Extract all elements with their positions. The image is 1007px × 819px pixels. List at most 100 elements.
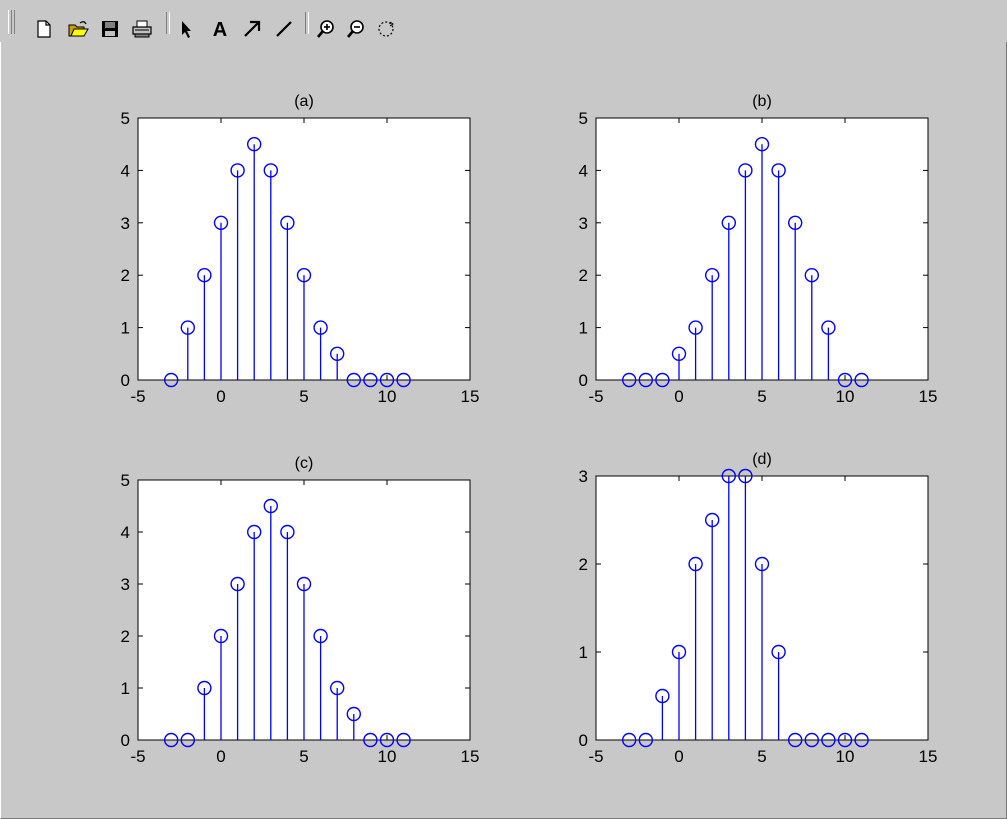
print-button[interactable] bbox=[128, 16, 156, 42]
y-tick-label: 1 bbox=[579, 319, 588, 338]
stem-marker bbox=[280, 215, 295, 231]
stem-marker bbox=[821, 320, 836, 335]
stem-marker bbox=[230, 163, 245, 178]
stem-marker bbox=[363, 732, 378, 748]
x-tick-label: 5 bbox=[757, 747, 766, 766]
rotate-3d-button[interactable] bbox=[372, 16, 400, 42]
insert-line-button[interactable] bbox=[270, 16, 298, 42]
rotate-icon bbox=[378, 21, 394, 37]
y-tick-label: 2 bbox=[579, 266, 588, 285]
stem-marker bbox=[296, 576, 312, 592]
stem-marker bbox=[163, 732, 179, 748]
y-tick-label: 5 bbox=[121, 109, 130, 128]
save-disk-icon bbox=[102, 21, 118, 37]
stem-marker bbox=[854, 372, 869, 388]
x-tick-label: 5 bbox=[299, 747, 308, 766]
x-tick-label: 5 bbox=[299, 387, 308, 406]
y-tick-label: 3 bbox=[579, 467, 588, 486]
toolbar-separator bbox=[305, 12, 309, 34]
y-tick-label: 5 bbox=[579, 109, 588, 128]
zoom-out-icon bbox=[347, 20, 364, 38]
line-icon bbox=[276, 21, 292, 37]
y-tick-label: 0 bbox=[579, 731, 588, 750]
printer-icon bbox=[132, 20, 152, 38]
stem-marker bbox=[638, 732, 653, 748]
text-a-icon: A bbox=[213, 19, 227, 40]
edit-plot-button[interactable] bbox=[172, 16, 200, 42]
x-tick-label: 0 bbox=[216, 747, 225, 766]
y-tick-label: 1 bbox=[121, 679, 130, 698]
stem-marker bbox=[804, 732, 819, 748]
y-tick-label: 4 bbox=[121, 161, 130, 180]
x-tick-label: 0 bbox=[216, 387, 225, 406]
stem-marker bbox=[313, 320, 328, 335]
stem-marker bbox=[163, 372, 179, 388]
new-document-icon bbox=[37, 20, 51, 38]
x-tick-label: 15 bbox=[919, 747, 938, 766]
stem-marker bbox=[705, 512, 720, 528]
stem-marker bbox=[280, 524, 295, 540]
stem-marker bbox=[263, 498, 278, 514]
y-tick-label: 3 bbox=[121, 214, 130, 233]
stem-marker bbox=[622, 372, 637, 388]
y-tick-label: 0 bbox=[121, 371, 130, 390]
stem-marker bbox=[771, 163, 786, 178]
stem-marker bbox=[346, 372, 361, 388]
x-tick-label: -5 bbox=[588, 747, 603, 766]
open-folder-icon bbox=[68, 21, 89, 37]
stem-marker bbox=[313, 628, 328, 644]
stem-marker bbox=[854, 732, 869, 748]
y-tick-label: 1 bbox=[579, 643, 588, 662]
stem-marker bbox=[638, 372, 653, 388]
x-tick-label: 10 bbox=[378, 387, 397, 406]
x-tick-label: -5 bbox=[588, 387, 603, 406]
stem-marker bbox=[754, 136, 770, 152]
stem-marker bbox=[671, 644, 687, 660]
text-tool-label: A bbox=[213, 19, 227, 40]
subplot-title: (a) bbox=[294, 93, 314, 110]
x-tick-label: -5 bbox=[130, 747, 145, 766]
insert-text-button[interactable]: A bbox=[206, 16, 234, 42]
zoom-in-button[interactable] bbox=[312, 16, 340, 42]
insert-arrow-button[interactable] bbox=[238, 16, 266, 42]
stem-marker bbox=[821, 732, 836, 748]
subplot-title: (d) bbox=[752, 451, 772, 468]
figure-toolbar: A bbox=[0, 0, 1007, 42]
x-tick-label: 15 bbox=[461, 747, 480, 766]
stem-marker bbox=[330, 346, 345, 361]
zoom-in-icon bbox=[317, 20, 334, 38]
x-tick-label: 15 bbox=[461, 387, 480, 406]
y-tick-label: 0 bbox=[121, 731, 130, 750]
stem-marker bbox=[655, 372, 670, 388]
zoom-out-button[interactable] bbox=[342, 16, 370, 42]
y-tick-label: 3 bbox=[121, 575, 130, 594]
stem-marker bbox=[396, 732, 411, 748]
toolbar-grip[interactable] bbox=[8, 10, 15, 34]
y-tick-label: 1 bbox=[121, 319, 130, 338]
stem-marker bbox=[263, 163, 278, 178]
stem-marker bbox=[622, 732, 637, 748]
new-figure-button[interactable] bbox=[30, 16, 58, 42]
open-file-button[interactable] bbox=[64, 16, 92, 42]
stem-marker bbox=[771, 644, 786, 660]
y-tick-label: 2 bbox=[121, 266, 130, 285]
pointer-arrow-icon bbox=[182, 21, 191, 38]
stem-marker bbox=[738, 468, 753, 484]
save-button[interactable] bbox=[96, 16, 124, 42]
stem-marker bbox=[197, 267, 212, 283]
x-tick-label: 0 bbox=[674, 387, 683, 406]
stem-marker bbox=[346, 706, 361, 722]
stem-marker bbox=[688, 320, 703, 335]
stem-marker bbox=[738, 163, 753, 178]
y-tick-label: 2 bbox=[579, 555, 588, 574]
stem-marker bbox=[213, 215, 229, 231]
subplot-title: (b) bbox=[752, 93, 772, 110]
stem-marker bbox=[230, 576, 245, 592]
stem-marker bbox=[671, 346, 687, 361]
stem-marker bbox=[246, 524, 262, 540]
stem-marker bbox=[837, 372, 853, 388]
